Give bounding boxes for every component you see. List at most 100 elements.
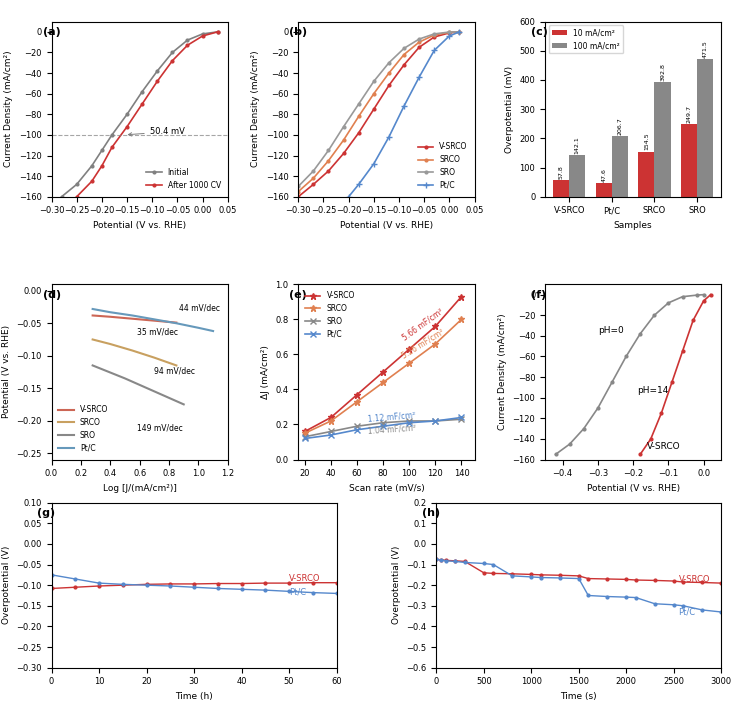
Text: 471.5: 471.5 [703, 40, 708, 58]
Text: 149 mV/dec: 149 mV/dec [137, 424, 183, 432]
Bar [654, 82, 670, 197]
Pt/C [354, 180, 363, 189]
Legend: V-SRCO, SRCO, SRO, Pt/C: V-SRCO, SRCO, SRO, Pt/C [302, 288, 358, 342]
Pt/C [194, 324, 203, 332]
Bar [553, 180, 569, 197]
SRO [294, 182, 302, 191]
Text: (d): (d) [43, 289, 61, 299]
Pt/C [209, 327, 218, 335]
SRO [379, 419, 388, 427]
Bar [595, 183, 612, 197]
Text: (g): (g) [38, 508, 55, 518]
Text: V-SRCO: V-SRCO [289, 574, 320, 582]
V-SRCO [106, 312, 115, 321]
Pt/C [400, 102, 408, 111]
SRO [354, 100, 363, 108]
Text: 57.8: 57.8 [559, 165, 564, 179]
Pt/C [106, 308, 115, 317]
Y-axis label: Current Density (mA/cm²): Current Density (mA/cm²) [251, 51, 260, 167]
Initial [57, 192, 66, 201]
Initial [168, 48, 177, 57]
Y-axis label: Potential (V vs. RHE): Potential (V vs. RHE) [2, 325, 11, 419]
V-SRCO [300, 427, 309, 436]
SRO [172, 397, 181, 406]
V-SRCO [457, 292, 466, 301]
Text: pH=14: pH=14 [637, 386, 668, 395]
Text: V-SRCO: V-SRCO [679, 575, 710, 584]
Initial [97, 146, 106, 154]
SRO [384, 58, 393, 67]
Text: 50.4 mV: 50.4 mV [128, 127, 185, 136]
X-axis label: Log [J/(mA/cm²)]: Log [J/(mA/cm²)] [103, 484, 177, 493]
SRCO [379, 378, 388, 387]
Line: SRCO: SRCO [93, 340, 177, 365]
Pt/C [327, 431, 336, 439]
SRCO [431, 340, 440, 348]
V-SRCO [455, 27, 464, 36]
Text: (f): (f) [531, 289, 546, 299]
After 1000 CV [138, 100, 146, 108]
SRCO [172, 361, 181, 370]
Text: 206.7: 206.7 [618, 118, 623, 135]
After 1000 CV [168, 57, 177, 65]
Text: 392.8: 392.8 [660, 63, 665, 81]
Text: 249.7: 249.7 [687, 105, 692, 123]
V-SRCO [430, 33, 439, 42]
SRCO [405, 359, 414, 368]
SRO [324, 146, 333, 154]
Initial [88, 162, 96, 170]
Y-axis label: ΔJ (mA/cm²): ΔJ (mA/cm²) [261, 345, 270, 399]
SRCO [294, 187, 302, 196]
SRO [339, 122, 348, 131]
Line: After 1000 CV: After 1000 CV [75, 30, 219, 198]
Pt/C [384, 133, 393, 141]
Text: (a): (a) [43, 27, 60, 37]
Text: 5.26 mF/cm²: 5.26 mF/cm² [400, 327, 446, 360]
Bar [697, 59, 713, 197]
Pt/C [405, 419, 414, 427]
Y-axis label: Overpotential (V): Overpotential (V) [1, 546, 11, 625]
SRO [180, 400, 188, 409]
Text: 142.1: 142.1 [575, 136, 580, 154]
SRO [445, 28, 454, 37]
Bar [681, 123, 697, 197]
Text: pH=0: pH=0 [598, 327, 623, 335]
Text: (h): (h) [422, 508, 440, 518]
Line: SRCO: SRCO [301, 316, 465, 437]
Line: V-SRCO: V-SRCO [297, 30, 461, 198]
Text: (e): (e) [289, 289, 307, 299]
Initial [213, 27, 222, 36]
X-axis label: Scan rate (mV/s): Scan rate (mV/s) [349, 484, 424, 493]
Initial [72, 180, 81, 189]
Initial [153, 67, 162, 75]
After 1000 CV [97, 162, 106, 170]
V-SRCO [88, 311, 97, 320]
Legend: 10 mA/cm², 100 mA/cm²: 10 mA/cm², 100 mA/cm² [549, 25, 623, 53]
Text: 47.6: 47.6 [601, 168, 606, 182]
After 1000 CV [88, 177, 96, 185]
Pt/C [430, 46, 439, 55]
Initial [107, 131, 116, 139]
Text: Pt/C: Pt/C [679, 607, 696, 616]
SRO [431, 416, 440, 425]
Pt/C [369, 159, 378, 168]
Initial [183, 36, 192, 45]
SRCO [339, 136, 348, 144]
Pt/C [172, 319, 181, 327]
V-SRCO [294, 192, 302, 201]
SRO [405, 416, 414, 425]
SRCO [445, 28, 454, 37]
V-SRCO [431, 322, 440, 331]
After 1000 CV [153, 77, 162, 85]
Line: Pt/C: Pt/C [346, 29, 462, 200]
Bar [612, 136, 628, 197]
Text: 44 mV/dec: 44 mV/dec [180, 303, 220, 312]
Line: Initial: Initial [60, 30, 219, 198]
SRCO [455, 27, 464, 36]
X-axis label: Samples: Samples [614, 221, 653, 230]
SRO [300, 432, 309, 441]
V-SRCO [327, 413, 336, 421]
SRO [457, 415, 466, 424]
Pt/C [150, 315, 159, 324]
SRCO [430, 31, 439, 39]
